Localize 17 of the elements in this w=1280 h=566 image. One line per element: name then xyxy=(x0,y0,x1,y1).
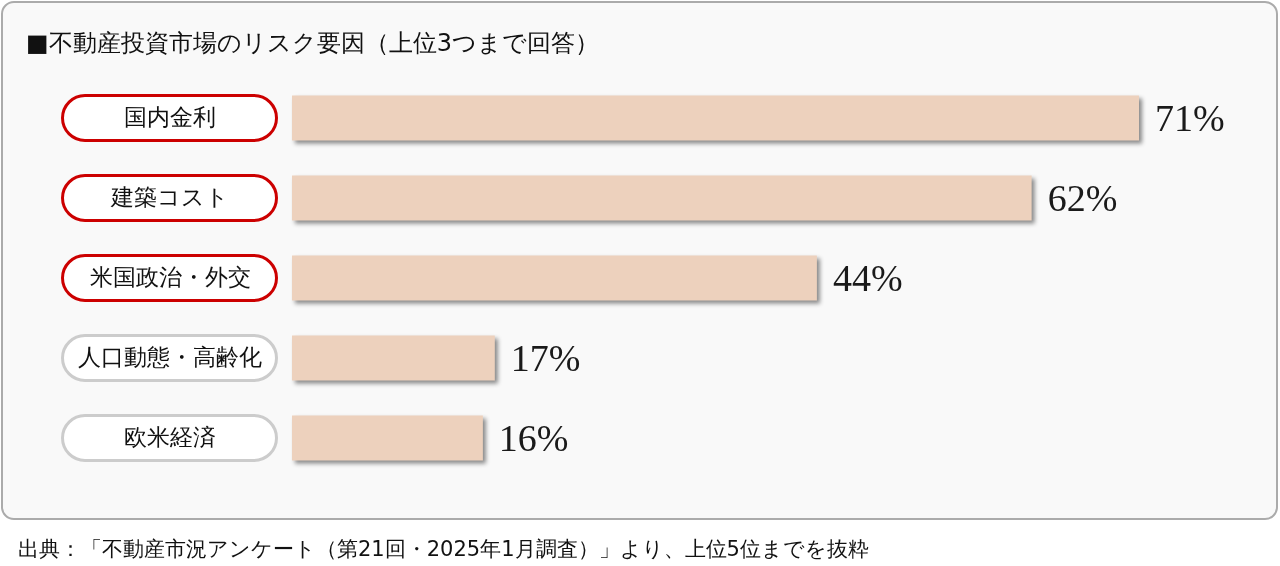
bar xyxy=(292,175,1032,221)
y-tick-label: 米国政治・外交 xyxy=(89,264,251,290)
bar xyxy=(292,255,817,301)
data-label: 16% xyxy=(498,417,569,459)
bar xyxy=(292,335,495,381)
data-label: 44% xyxy=(832,257,903,299)
y-tick-label: 人口動態・高齢化 xyxy=(78,344,262,370)
y-tick-label: 国内金利 xyxy=(124,104,216,130)
data-label: 17% xyxy=(510,337,581,379)
bar xyxy=(292,95,1139,141)
data-label: 62% xyxy=(1047,177,1118,219)
y-tick-label: 建築コスト xyxy=(110,184,229,210)
source-note: 出典：「不動産市況アンケート（第21回・2025年1月調査）」より、上位5位までを抜粋 xyxy=(18,536,869,563)
y-tick-label: 欧米経済 xyxy=(124,424,216,450)
bar xyxy=(292,415,483,461)
chart-title: ■不動産投資市場のリスク要因（上位3つまで回答） xyxy=(26,28,599,58)
data-label: 71% xyxy=(1155,97,1225,139)
